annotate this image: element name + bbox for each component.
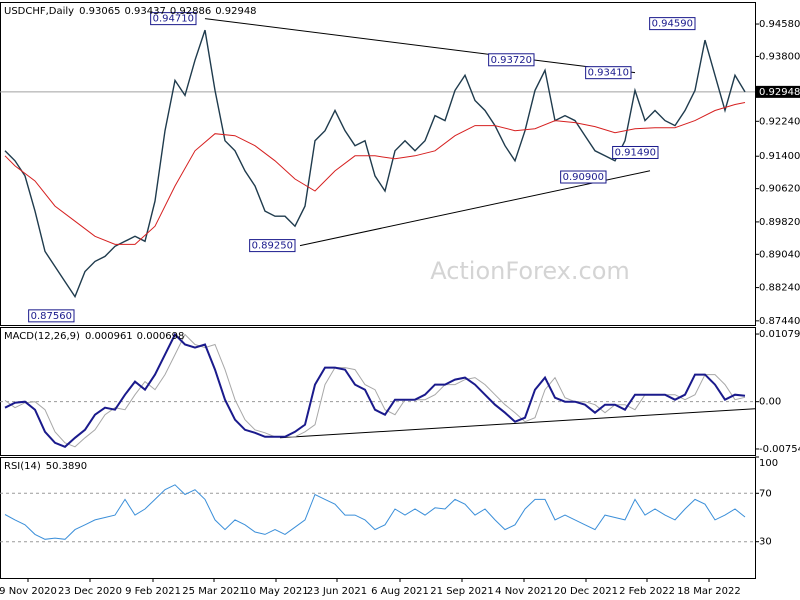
y-tick-label: 70	[759, 488, 772, 499]
header-value: 0.000698	[137, 331, 185, 342]
header-value: 0.93437	[124, 6, 165, 17]
header-value: 0.000961	[85, 331, 133, 342]
x-tick-label: 2 Feb 2022	[619, 586, 675, 597]
x-tick-label: 25 Mar 2021	[182, 586, 245, 597]
y-tick-label: 0.92240	[759, 116, 800, 127]
annotation-box	[585, 66, 632, 80]
header-value: 0.92948	[215, 6, 256, 17]
x-tick-label: 18 Mar 2022	[677, 586, 740, 597]
x-tick-label: 10 May 2021	[243, 586, 308, 597]
y-tick-label: 0.88240	[759, 283, 800, 294]
header-value: 0.92886	[170, 6, 211, 17]
annotation-box	[249, 239, 296, 253]
x-tick-label: 4 Nov 2021	[495, 586, 553, 597]
x-tick-label: 6 Aug 2021	[371, 586, 429, 597]
y-tick-label: 30	[759, 537, 772, 548]
trend-line	[204, 18, 636, 74]
x-tick-label: 23 Dec 2020	[58, 586, 122, 597]
panel-frame	[0, 327, 756, 456]
series-line	[4, 102, 746, 245]
y-tick-label: 100	[759, 458, 778, 469]
annotation-box	[28, 309, 75, 323]
y-tick-label: 0.91400	[759, 151, 800, 162]
annotation-label: 0.93410	[588, 68, 629, 79]
annotation-label: 0.87560	[31, 311, 72, 322]
annotation-box	[488, 53, 535, 67]
panel-frame	[0, 457, 756, 579]
last-price-box	[755, 85, 800, 98]
panel-title: RSI(14)	[4, 461, 41, 472]
x-tick-label: 20 Dec 2021	[554, 586, 618, 597]
series-line	[4, 332, 746, 448]
y-tick-label: 0.00	[759, 397, 781, 408]
x-tick-label: 9 Nov 2020	[0, 586, 57, 597]
x-tick-label: 23 Jun 2021	[307, 586, 367, 597]
annotation-label: 0.94590	[652, 19, 693, 30]
y-tick-label: 0.90620	[759, 184, 800, 195]
y-tick-label: 0.93800	[759, 51, 800, 62]
y-tick-label: 0.94580	[759, 19, 800, 30]
annotation-box	[560, 170, 607, 184]
y-tick-label: -0.007548	[759, 444, 800, 455]
y-tick-label: 0.89040	[759, 249, 800, 260]
panel-title: USDCHF,Daily	[4, 6, 74, 17]
x-tick-label: 21 Sep 2021	[430, 586, 493, 597]
header-value: 0.93065	[79, 6, 120, 17]
annotation-box	[150, 12, 197, 26]
panel-title: MACD(12,26,9)	[4, 331, 80, 342]
watermark: ActionForex.com	[430, 257, 630, 285]
panel-frame	[0, 2, 756, 326]
annotation-label: 0.89250	[252, 241, 293, 252]
annotation-box	[612, 145, 659, 159]
trend-line	[279, 408, 756, 439]
series-line	[4, 333, 746, 448]
series-line	[4, 484, 746, 540]
annotation-label: 0.91490	[615, 147, 656, 158]
annotation-box	[649, 17, 696, 31]
annotation-label: 0.93720	[491, 55, 532, 66]
y-tick-label: 0.89820	[759, 217, 800, 228]
annotation-label: 0.94710	[153, 14, 194, 25]
last-price-label: 0.92948	[759, 87, 800, 98]
x-tick-label: 9 Feb 2021	[125, 586, 181, 597]
header-value: 50.3890	[46, 461, 87, 472]
y-tick-label: 0.010797	[759, 329, 800, 340]
y-tick-label: 0.87440	[759, 316, 800, 327]
annotation-label: 0.90900	[563, 172, 604, 183]
